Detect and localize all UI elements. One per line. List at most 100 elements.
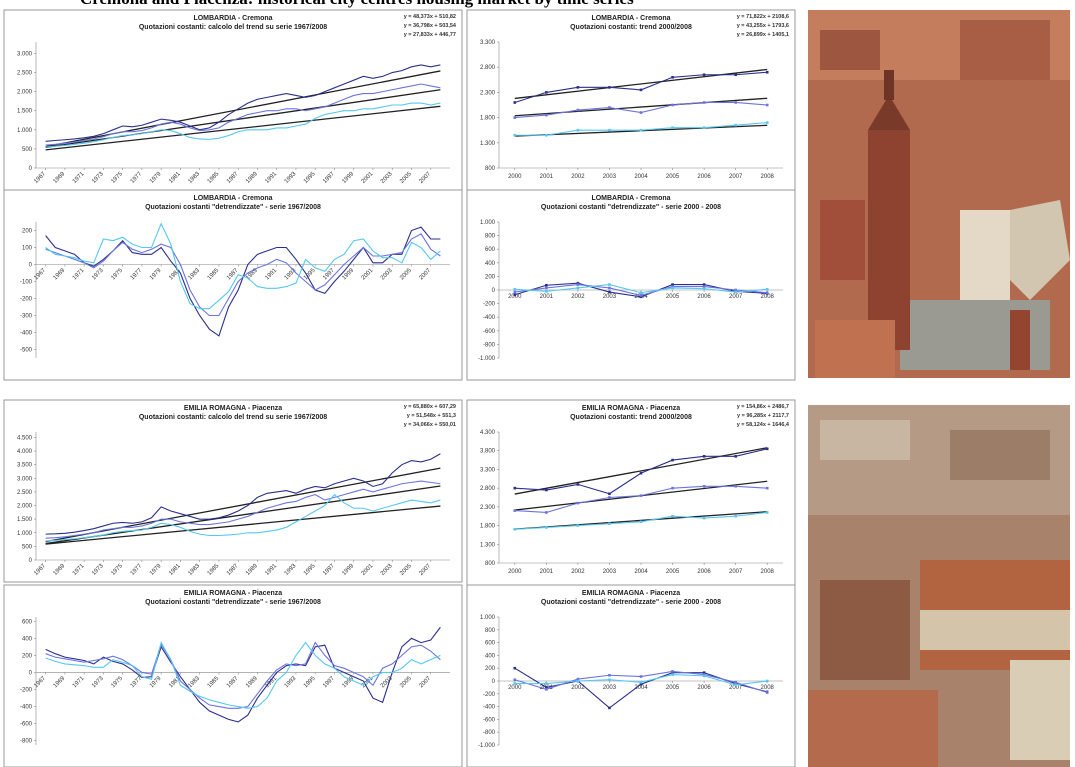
y-tick-label: -400 bbox=[483, 315, 496, 321]
series-marker bbox=[608, 522, 611, 525]
y-tick-label: 3.300 bbox=[480, 467, 496, 473]
y-tick-label: 4.300 bbox=[480, 430, 496, 436]
y-tick-label: -500 bbox=[20, 348, 33, 354]
series-marker bbox=[702, 455, 706, 458]
series-marker bbox=[639, 291, 643, 295]
y-tick-label: -200 bbox=[483, 692, 496, 698]
series-marker bbox=[639, 675, 643, 678]
y-tick-label: 500 bbox=[22, 544, 33, 550]
series-marker bbox=[702, 287, 706, 290]
series-marker bbox=[608, 673, 611, 677]
y-tick-label: 1.000 bbox=[17, 531, 33, 537]
series-marker bbox=[608, 290, 611, 294]
series-marker bbox=[513, 101, 517, 104]
x-tick-label: 2005 bbox=[666, 685, 680, 691]
y-tick-label: 1.000 bbox=[17, 128, 33, 134]
y-tick-label: 2.300 bbox=[480, 505, 496, 511]
chart-subtitle: Quotazioni costanti "detrendizzate" - se… bbox=[145, 599, 321, 606]
y-tick-label: -300 bbox=[20, 314, 33, 320]
x-tick-label: 2007 bbox=[729, 685, 743, 691]
x-tick-label: 2008 bbox=[761, 294, 775, 300]
trend-line bbox=[514, 97, 768, 117]
y-tick-label: 3.300 bbox=[480, 40, 496, 46]
y-tick-label: 200 bbox=[22, 229, 33, 235]
x-tick-label: 2000 bbox=[508, 569, 522, 575]
x-tick-label: 2006 bbox=[697, 294, 711, 300]
x-tick-label: 2004 bbox=[634, 569, 648, 575]
series-marker bbox=[702, 101, 706, 104]
y-tick-label: 0 bbox=[492, 679, 496, 685]
y-tick-label: 0 bbox=[29, 263, 33, 269]
y-tick-label: -200 bbox=[20, 688, 33, 694]
series-marker bbox=[671, 673, 674, 676]
chart-frame bbox=[466, 189, 796, 381]
series-marker bbox=[576, 128, 580, 132]
trend-equation: y = 51,548x + 551,3 bbox=[407, 413, 456, 419]
y-tick-label: 1.800 bbox=[480, 524, 496, 530]
series-marker bbox=[639, 295, 643, 299]
series-marker bbox=[576, 483, 580, 486]
series-marker bbox=[545, 526, 548, 529]
trend-equation: y = 34,066x + 550,01 bbox=[404, 422, 456, 428]
y-tick-label: 1.000 bbox=[480, 220, 496, 226]
series-marker bbox=[702, 484, 706, 488]
series-marker bbox=[576, 677, 580, 681]
series-marker bbox=[576, 281, 580, 285]
x-tick-label: 2007 bbox=[729, 569, 743, 575]
series-marker bbox=[513, 133, 517, 137]
x-tick-label: 2008 bbox=[761, 685, 775, 691]
series-marker bbox=[671, 283, 674, 286]
x-tick-label: 2004 bbox=[634, 174, 648, 180]
y-tick-label: 1.800 bbox=[480, 116, 496, 122]
series-marker bbox=[671, 486, 674, 490]
series-marker bbox=[765, 486, 769, 490]
x-tick-label: 2001 bbox=[540, 294, 554, 300]
series-marker bbox=[513, 678, 517, 682]
y-tick-label: 2.300 bbox=[480, 90, 496, 96]
y-tick-label: 3.000 bbox=[17, 51, 33, 57]
y-tick-label: 400 bbox=[485, 261, 496, 267]
chart-subtitle: Quotazioni costanti: calcolo del trend s… bbox=[139, 414, 327, 421]
series-marker bbox=[576, 283, 580, 286]
chart-title: EMILIA ROMAGNA - Piacenza bbox=[582, 590, 680, 597]
x-tick-label: 2003 bbox=[603, 294, 617, 300]
y-tick-label: 2.800 bbox=[480, 486, 496, 492]
series-marker bbox=[608, 286, 611, 290]
y-tick-label: 0 bbox=[29, 558, 33, 564]
series-marker bbox=[576, 501, 580, 505]
y-tick-label: 3.500 bbox=[17, 463, 33, 469]
trend-line bbox=[514, 511, 768, 530]
page-title: Cremona and Piacenza: historical city ce… bbox=[80, 0, 634, 8]
series-marker bbox=[702, 126, 706, 129]
series-marker bbox=[576, 286, 580, 290]
y-tick-label: 400 bbox=[485, 653, 496, 659]
series-marker bbox=[734, 680, 737, 684]
series-marker bbox=[545, 511, 548, 514]
y-tick-label: -800 bbox=[483, 730, 496, 736]
y-tick-label: 2.800 bbox=[480, 65, 496, 71]
y-tick-label: 3.000 bbox=[17, 476, 33, 482]
y-tick-label: 0 bbox=[29, 166, 33, 172]
y-tick-label: 4.500 bbox=[17, 435, 33, 441]
series-marker bbox=[576, 679, 580, 683]
y-tick-label: 600 bbox=[22, 619, 33, 625]
y-tick-label: 200 bbox=[485, 666, 496, 672]
series-line bbox=[45, 222, 441, 310]
chart-frame bbox=[3, 584, 463, 767]
series-marker bbox=[545, 91, 548, 94]
y-tick-label: 500 bbox=[22, 147, 33, 153]
series-marker bbox=[734, 514, 737, 518]
series-line bbox=[45, 102, 441, 148]
series-marker bbox=[671, 103, 674, 107]
y-tick-label: 2.500 bbox=[17, 71, 33, 77]
y-tick-label: -1.000 bbox=[478, 743, 496, 749]
series-marker bbox=[702, 516, 706, 520]
trend-line bbox=[45, 485, 441, 545]
x-tick-label: 2001 bbox=[540, 569, 554, 575]
chart-subtitle: Quotazioni costanti: trend 2000/2008 bbox=[570, 414, 692, 421]
series-marker bbox=[734, 683, 737, 687]
series-marker bbox=[734, 101, 737, 104]
series-marker bbox=[671, 458, 674, 462]
series-marker bbox=[639, 680, 643, 684]
